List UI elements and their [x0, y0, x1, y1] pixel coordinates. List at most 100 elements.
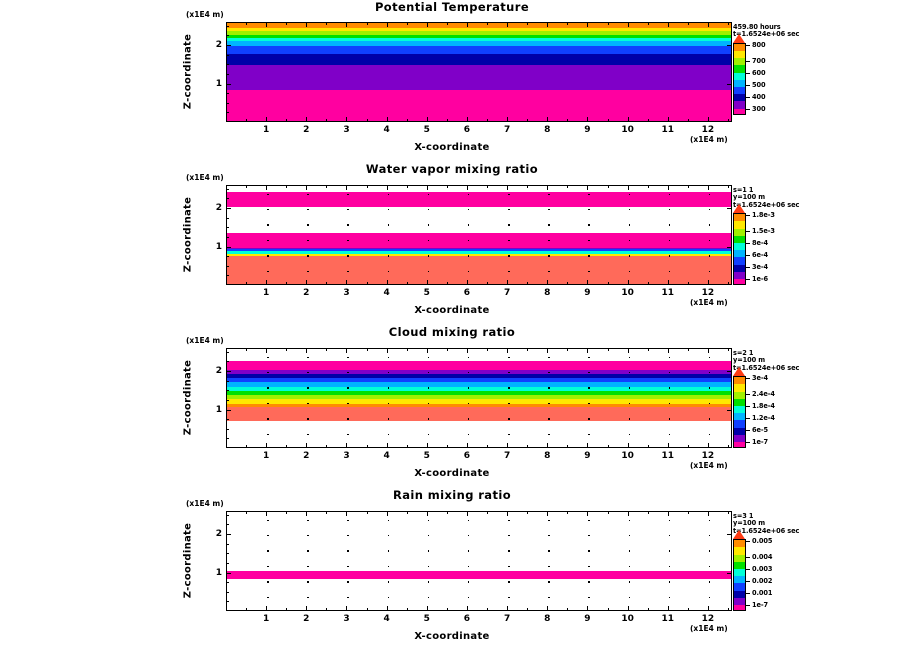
x-tick	[507, 22, 509, 27]
contour-band	[227, 53, 731, 65]
x-minor-tick	[286, 348, 288, 351]
x-tick	[426, 22, 428, 27]
x-tick	[266, 117, 268, 122]
colorbar-annotation-1: s=1 1 y=100 m t=1.6524e+06 sec	[733, 186, 799, 209]
y-tick-label: 2	[215, 529, 222, 540]
y-tick	[226, 572, 231, 574]
x-tick	[426, 280, 428, 285]
y-tick	[727, 246, 732, 248]
colorbar-segment	[734, 214, 745, 222]
contour-bands-1	[227, 186, 731, 284]
x-minor-tick	[246, 119, 248, 122]
x-tick	[466, 348, 468, 353]
x-minor-tick	[687, 185, 689, 188]
x-minor-tick	[366, 608, 368, 611]
x-minor-tick	[246, 348, 248, 351]
x-tick	[707, 443, 709, 448]
x-tick	[386, 606, 388, 611]
x-tick	[627, 185, 629, 190]
colorbar-tick-label: 1.5e-3	[752, 227, 775, 236]
contour-band	[227, 403, 731, 408]
colorbar-tick-label: 1e-7	[752, 438, 768, 447]
y-tick	[226, 534, 231, 536]
colorbar-segment	[734, 398, 745, 406]
x-tick	[587, 348, 589, 353]
x-tick-label: 1	[263, 614, 270, 624]
x-tick-label: 10	[621, 451, 634, 461]
y-tick	[727, 371, 732, 373]
colorbar-1	[733, 213, 746, 286]
x-minor-tick	[446, 511, 448, 514]
colorbar-tick	[746, 44, 750, 46]
panel-title-1: Water vapor mixing ratio	[365, 162, 539, 176]
y-minor-tick	[226, 591, 229, 593]
x-axis-unit-1: (x1E4 m)	[690, 298, 728, 307]
x-minor-tick	[286, 119, 288, 122]
x-minor-tick	[727, 608, 729, 611]
x-tick	[547, 185, 549, 190]
contour-band	[227, 232, 731, 248]
x-tick-label: 12	[701, 125, 715, 135]
y-tick	[727, 572, 732, 574]
x-tick	[627, 280, 629, 285]
x-tick	[667, 22, 669, 27]
y-minor-tick	[226, 428, 229, 430]
contour-band	[227, 23, 731, 28]
y-axis-title-0: Z-coordinate	[182, 33, 194, 110]
x-minor-tick	[446, 348, 448, 351]
x-tick-label: 11	[661, 451, 674, 461]
x-tick-label: 12	[701, 451, 715, 461]
x-tick	[507, 348, 509, 353]
contour-band	[227, 399, 731, 404]
x-tick	[667, 511, 669, 516]
y-minor-tick	[226, 102, 229, 104]
colorbar-annotation-2: s=2 1 y=100 m t=1.6524e+06 sec	[733, 349, 799, 372]
contour-band	[227, 31, 731, 35]
colorbar-segment	[734, 405, 745, 414]
contour-band	[227, 247, 731, 250]
x-minor-tick	[607, 608, 609, 611]
x-minor-tick	[446, 282, 448, 285]
contour-bands-3	[227, 512, 731, 610]
x-minor-tick	[246, 608, 248, 611]
contour-band	[227, 251, 731, 254]
x-minor-tick	[406, 22, 408, 25]
y-minor-tick	[226, 380, 229, 382]
x-minor-tick	[487, 348, 489, 351]
x-tick	[386, 22, 388, 27]
x-minor-tick	[647, 282, 649, 285]
colorbar-segment	[734, 43, 745, 51]
colorbar-segment	[734, 271, 745, 279]
x-tick	[507, 280, 509, 285]
contour-band	[227, 571, 731, 579]
x-tick	[587, 511, 589, 516]
panel-title-3: Rain mixing ratio	[392, 488, 512, 502]
x-tick	[707, 606, 709, 611]
x-tick	[346, 117, 348, 122]
x-tick-label: 8	[544, 451, 551, 461]
y-tick	[727, 45, 732, 47]
colorbar-segment	[734, 583, 745, 591]
x-tick-label: 3	[343, 614, 350, 624]
x-tick	[587, 117, 589, 122]
x-tick	[667, 443, 669, 448]
x-minor-tick	[607, 119, 609, 122]
x-tick-label: 4	[383, 125, 390, 135]
x-tick	[627, 606, 629, 611]
colorbar-tick-label: 1e-6	[752, 275, 768, 284]
x-minor-tick	[406, 511, 408, 514]
x-minor-tick	[687, 511, 689, 514]
x-minor-tick	[727, 445, 729, 448]
x-minor-tick	[607, 185, 609, 188]
x-minor-tick	[647, 119, 649, 122]
colorbar-tick-label: 1.8e-4	[752, 402, 775, 411]
panel-title-0: Potential Temperature	[374, 0, 530, 14]
x-tick	[707, 22, 709, 27]
colorbar-segment	[734, 413, 745, 421]
colorbar-tick-label: 400	[752, 92, 766, 101]
y-tick	[727, 208, 732, 210]
colorbar-segment	[734, 547, 745, 555]
colorbar-tick	[746, 84, 750, 86]
x-tick-label: 3	[343, 451, 350, 461]
x-minor-tick	[406, 445, 408, 448]
